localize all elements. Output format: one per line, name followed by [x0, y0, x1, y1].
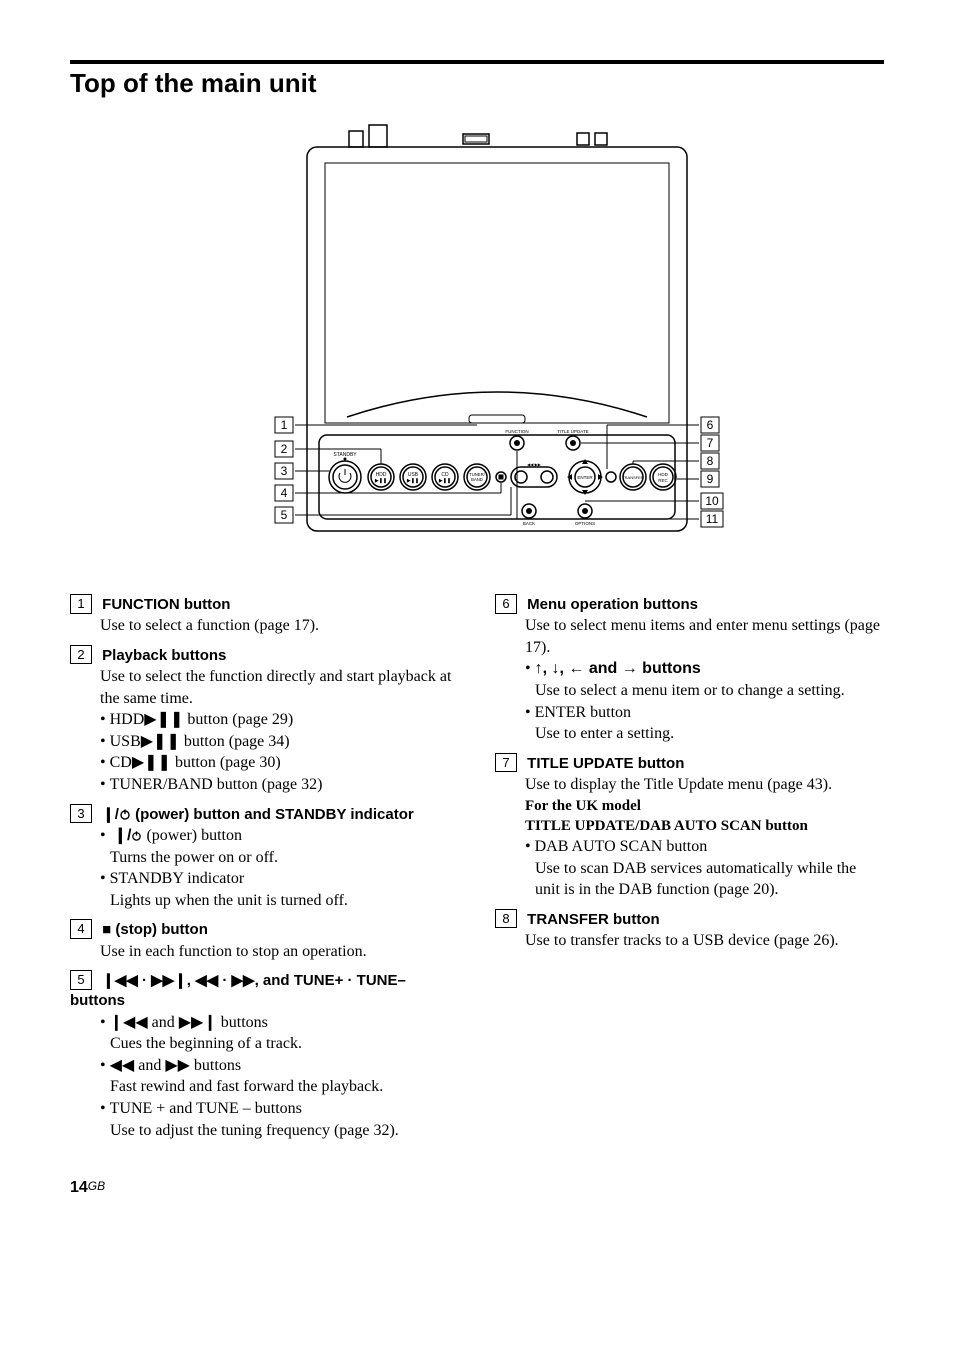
callout-1: 1 — [70, 594, 92, 614]
svg-text:9: 9 — [707, 472, 714, 486]
item-5-head: ❙◀◀ · ▶▶❙, ◀◀ · ▶▶, and TUNE+ · TUNE– bu… — [70, 972, 406, 1009]
svg-text:▶❚❚: ▶❚❚ — [439, 478, 451, 484]
svg-text:FUNCTION: FUNCTION — [505, 429, 528, 434]
top-rule — [70, 60, 884, 64]
item-5-sub-1: ◀◀ and ▶▶ buttons — [110, 1055, 459, 1077]
item-1: 1 FUNCTION button Use to select a functi… — [70, 594, 459, 637]
item-6-head: Menu operation buttons — [527, 596, 698, 613]
item-4-head: ■ (stop) button — [102, 921, 208, 938]
item-2-sub-2: CD▶❚❚ button (page 30) — [110, 752, 459, 774]
item-5-sub-0: ❙◀◀ and ▶▶❙ buttons — [110, 1012, 459, 1034]
item-6-sub-1: ENTER button — [535, 702, 884, 724]
left-column: 1 FUNCTION button Use to select a functi… — [70, 594, 459, 1149]
callout-7: 7 — [495, 753, 517, 773]
item-3-sub-1: STANDBY indicator — [110, 868, 459, 890]
svg-text:TRANSFER: TRANSFER — [622, 475, 644, 480]
svg-text:5: 5 — [281, 508, 288, 522]
page-number: 14 — [70, 1179, 88, 1196]
svg-text:11: 11 — [706, 512, 719, 526]
section-title: Top of the main unit — [70, 68, 884, 99]
item-2: 2 Playback buttons Use to select the fun… — [70, 645, 459, 796]
svg-text:8: 8 — [707, 454, 714, 468]
svg-text:1: 1 — [281, 418, 288, 432]
svg-text:OPTIONS: OPTIONS — [575, 521, 595, 526]
item-8-body: Use to transfer tracks to a USB device (… — [525, 930, 884, 952]
svg-text:BAND: BAND — [471, 477, 483, 482]
callout-4: 4 — [70, 919, 92, 939]
item-1-head: FUNCTION button — [102, 596, 230, 613]
item-5-sub-1b: Fast rewind and fast forward the playbac… — [110, 1076, 459, 1098]
item-7-head: TITLE UPDATE button — [527, 755, 684, 772]
unit-diagram: STANDBY HDD ▶❚❚ USB ▶❚❚ CD ▶❚❚ TUNER/ BA… — [70, 119, 884, 564]
item-3-sub-0b: Turns the power on or off. — [110, 847, 459, 869]
callout-5: 5 — [70, 970, 92, 990]
svg-text:BACK: BACK — [523, 521, 535, 526]
item-3-sub-0: ❙/ (power) button — [110, 825, 459, 847]
item-5: 5 ❙◀◀ · ▶▶❙, ◀◀ · ▶▶, and TUNE+ · TUNE– … — [70, 970, 459, 1141]
item-6-sub-0: ↑, ↓, ← and → buttons — [535, 658, 884, 680]
callout-6: 6 — [495, 594, 517, 614]
item-7-extra1: For the UK model — [525, 796, 884, 816]
item-6-sub-1b: Use to enter a setting. — [535, 723, 884, 745]
svg-text:ENTER: ENTER — [577, 475, 593, 480]
svg-text:HDD: HDD — [658, 472, 668, 477]
svg-text:2: 2 — [281, 442, 288, 456]
item-5-sub-0b: Cues the beginning of a track. — [110, 1033, 459, 1055]
power-icon — [119, 808, 131, 820]
callout-2: 2 — [70, 645, 92, 665]
item-2-sub-1: USB▶❚❚ button (page 34) — [110, 731, 459, 753]
svg-text:REC: REC — [658, 478, 668, 483]
svg-text:▶❚❚: ▶❚❚ — [407, 478, 419, 484]
item-1-body: Use to select a function (page 17). — [100, 615, 459, 637]
svg-text:7: 7 — [707, 436, 714, 450]
item-7: 7 TITLE UPDATE button Use to display the… — [495, 753, 884, 901]
item-7-sub2-0b: Use to scan DAB services automatically w… — [535, 858, 884, 901]
item-8: 8 TRANSFER button Use to transfer tracks… — [495, 909, 884, 952]
item-6-sub-0b: Use to select a menu item or to change a… — [535, 680, 884, 702]
item-7-extra2: TITLE UPDATE/DAB AUTO SCAN button — [525, 816, 884, 836]
callout-8: 8 — [495, 909, 517, 929]
svg-text:◀◀·▶▶: ◀◀·▶▶ — [527, 462, 542, 467]
item-4-body: Use in each function to stop an operatio… — [100, 941, 459, 963]
item-6: 6 Menu operation buttons Use to select m… — [495, 594, 884, 745]
item-3-head: ❙/ (power) button and STANDBY indicator — [102, 806, 414, 823]
item-4: 4 ■ (stop) button Use in each function t… — [70, 919, 459, 962]
power-icon — [131, 830, 142, 841]
item-8-head: TRANSFER button — [527, 911, 659, 928]
right-column: 6 Menu operation buttons Use to select m… — [495, 594, 884, 1149]
svg-text:4: 4 — [281, 486, 288, 500]
item-2-sub-3: TUNER/BAND button (page 32) — [110, 774, 459, 796]
svg-text:STANDBY: STANDBY — [333, 452, 357, 458]
svg-text:10: 10 — [705, 494, 719, 508]
svg-text:▶❚❚: ▶❚❚ — [375, 478, 387, 484]
item-5-sub-2b: Use to adjust the tuning frequency (page… — [110, 1120, 459, 1142]
svg-text:6: 6 — [707, 418, 714, 432]
item-2-head: Playback buttons — [102, 647, 226, 664]
item-7-body: Use to display the Title Update menu (pa… — [525, 774, 884, 796]
item-5-sub-2: TUNE + and TUNE – buttons — [110, 1098, 459, 1120]
item-2-body: Use to select the function directly and … — [100, 666, 459, 709]
item-3: 3 ❙/ (power) button and STANDBY indicato… — [70, 804, 459, 912]
svg-text:TITLE UPDATE: TITLE UPDATE — [557, 429, 588, 434]
page-footer: 14GB — [70, 1179, 884, 1197]
callout-3: 3 — [70, 804, 92, 824]
item-6-body: Use to select menu items and enter menu … — [525, 615, 884, 658]
item-7-sub2-0: DAB AUTO SCAN button — [535, 836, 884, 858]
item-3-sub-1b: Lights up when the unit is turned off. — [110, 890, 459, 912]
page-locale: GB — [88, 1179, 105, 1193]
item-2-sub-0: HDD▶❚❚ button (page 29) — [110, 709, 459, 731]
svg-text:3: 3 — [281, 464, 288, 478]
